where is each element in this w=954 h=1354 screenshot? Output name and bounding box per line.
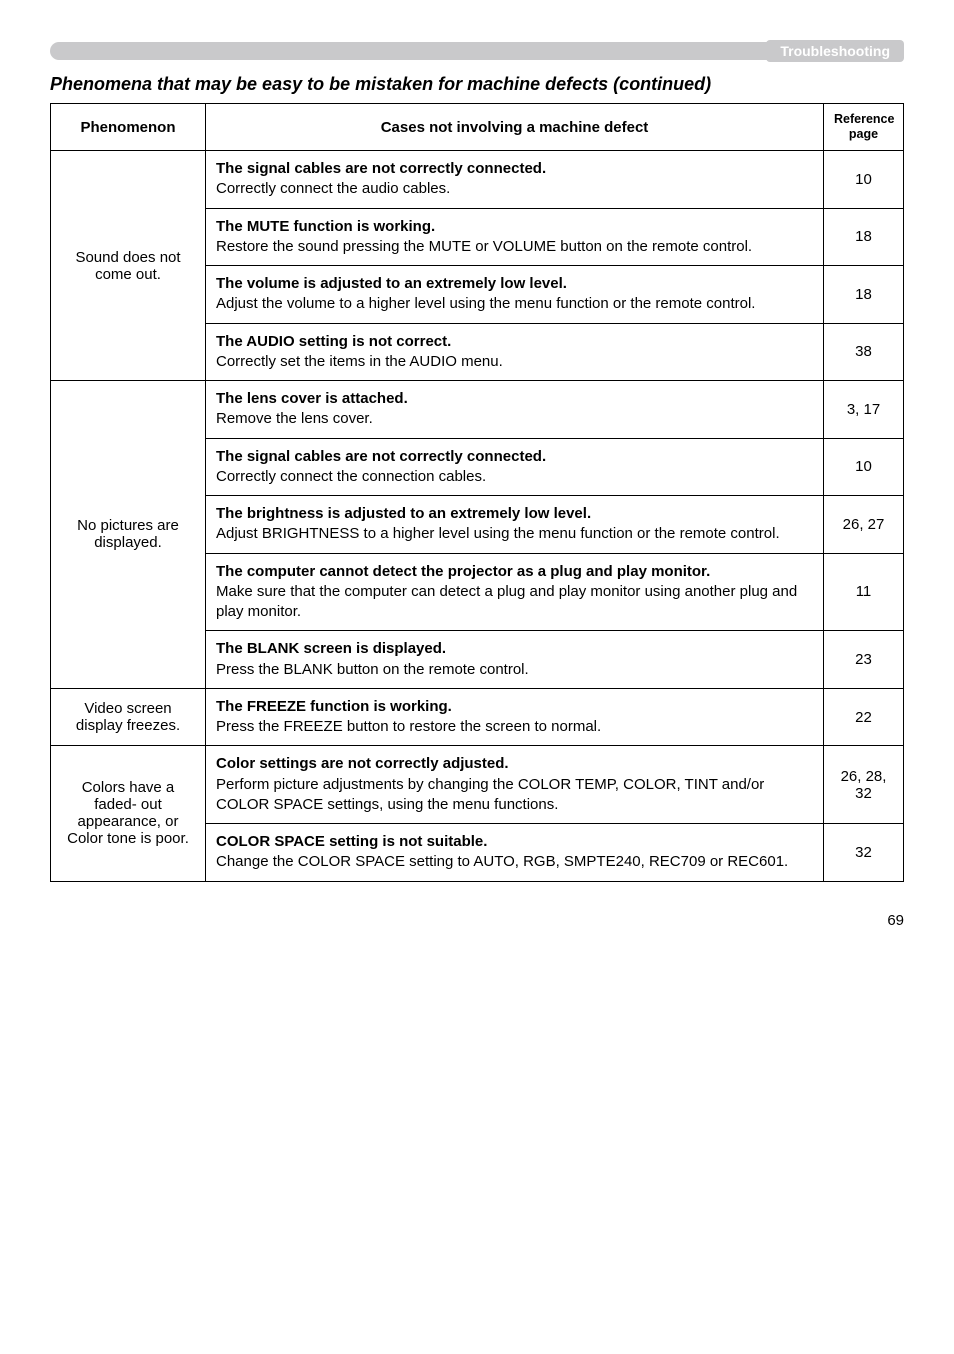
case-body: Restore the sound pressing the MUTE or V… (216, 238, 752, 255)
reference-cell: 26, 28, 32 (824, 746, 904, 824)
case-title: The FREEZE function is working. (216, 698, 452, 715)
table-row: Colors have a faded- out appearance, or … (51, 746, 904, 824)
section-title: Phenomena that may be easy to be mistake… (50, 74, 904, 95)
case-cell: The AUDIO setting is not correct. Correct… (206, 323, 824, 381)
case-title: The volume is adjusted to an extremely l… (216, 275, 567, 292)
case-body: Perform picture adjustments by changing … (216, 776, 764, 813)
case-cell: The volume is adjusted to an extremely l… (206, 266, 824, 324)
case-title: The BLANK screen is displayed. (216, 640, 446, 657)
table-row: Sound does not come out.The signal cable… (51, 151, 904, 209)
phenomenon-cell: No pictures are displayed. (51, 381, 206, 689)
case-title: Color settings are not correctly adjuste… (216, 755, 509, 772)
case-title: The signal cables are not correctly conn… (216, 160, 546, 177)
reference-cell: 18 (824, 208, 904, 266)
case-title: The lens cover is attached. (216, 390, 408, 407)
case-body: Correctly connect the connection cables. (216, 468, 486, 485)
phenomenon-cell: Sound does not come out. (51, 151, 206, 381)
case-body: Adjust BRIGHTNESS to a higher level usin… (216, 525, 780, 542)
reference-cell: 3, 17 (824, 381, 904, 439)
reference-cell: 23 (824, 631, 904, 689)
case-body: Press the FREEZE button to restore the s… (216, 718, 601, 735)
case-cell: The signal cables are not correctly conn… (206, 438, 824, 496)
case-title: The signal cables are not correctly conn… (216, 448, 546, 465)
case-body: Make sure that the computer can detect a… (216, 583, 797, 620)
case-cell: The brightness is adjusted to an extreme… (206, 496, 824, 554)
case-title: The AUDIO setting is not correct. (216, 333, 451, 350)
reference-cell: 22 (824, 688, 904, 746)
page-number: 69 (50, 912, 904, 929)
case-body: Adjust the volume to a higher level usin… (216, 295, 755, 312)
phenomenon-cell: Colors have a faded- out appearance, or … (51, 746, 206, 881)
case-title: The computer cannot detect the projector… (216, 563, 710, 580)
reference-cell: 10 (824, 438, 904, 496)
header-reference: Referencepage (824, 104, 904, 151)
case-body: Press the BLANK button on the remote con… (216, 661, 529, 678)
reference-cell: 10 (824, 151, 904, 209)
case-title: COLOR SPACE setting is not suitable. (216, 833, 487, 850)
banner-line (50, 42, 770, 60)
table-row: No pictures are displayed.The lens cover… (51, 381, 904, 439)
case-body: Change the COLOR SPACE setting to AUTO, … (216, 853, 788, 870)
case-body: Correctly connect the audio cables. (216, 180, 450, 197)
case-body: Remove the lens cover. (216, 410, 373, 427)
table-header-row: Phenomenon Cases not involving a machine… (51, 104, 904, 151)
reference-cell: 26, 27 (824, 496, 904, 554)
case-cell: The signal cables are not correctly conn… (206, 151, 824, 209)
header-cases: Cases not involving a machine defect (206, 104, 824, 151)
reference-cell: 32 (824, 824, 904, 882)
case-title: The MUTE function is working. (216, 218, 435, 235)
phenomenon-cell: Video screen display freezes. (51, 688, 206, 746)
table-row: Video screen display freezes.The FREEZE … (51, 688, 904, 746)
case-title: The brightness is adjusted to an extreme… (216, 505, 591, 522)
header-banner: Troubleshooting (50, 40, 904, 62)
reference-cell: 38 (824, 323, 904, 381)
case-cell: The MUTE function is working. Restore the… (206, 208, 824, 266)
header-phenomenon: Phenomenon (51, 104, 206, 151)
case-cell: The computer cannot detect the projector… (206, 553, 824, 631)
case-cell: The lens cover is attached. Remove the le… (206, 381, 824, 439)
reference-cell: 11 (824, 553, 904, 631)
reference-cell: 18 (824, 266, 904, 324)
troubleshooting-table: Phenomenon Cases not involving a machine… (50, 103, 904, 882)
case-body: Correctly set the items in the AUDIO men… (216, 353, 503, 370)
case-cell: COLOR SPACE setting is not suitable. Chan… (206, 824, 824, 882)
case-cell: The BLANK screen is displayed. Press the … (206, 631, 824, 689)
case-cell: The FREEZE function is working. Press the… (206, 688, 824, 746)
case-cell: Color settings are not correctly adjuste… (206, 746, 824, 824)
banner-label: Troubleshooting (766, 40, 904, 62)
